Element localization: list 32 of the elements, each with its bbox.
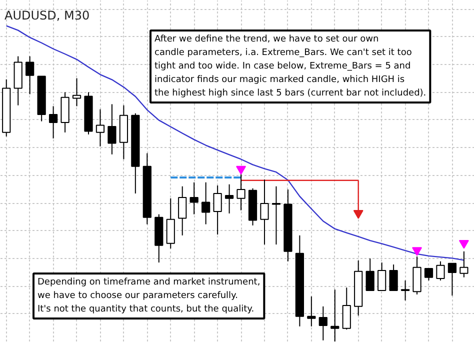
- candlestick: [260, 178, 269, 246]
- point: [236, 166, 246, 175]
- candlestick: [166, 198, 175, 250]
- candlestick: [378, 262, 386, 291]
- candlestick: [460, 250, 468, 278]
- candlestick: [272, 186, 281, 246]
- candlestick: [178, 186, 187, 236]
- candlestick: [318, 306, 328, 341]
- candlestick: [108, 104, 116, 155]
- annotation: Depending on timeframe and market instrument, we have to choose our parameters carefully. It's not the quantity that counts, but the quality.: [38, 278, 260, 314]
- candlestick: [342, 287, 351, 330]
- candlestick: [366, 258, 374, 291]
- candlestick: [26, 56, 34, 95]
- candlestick: [448, 262, 457, 296]
- point: [458, 240, 469, 249]
- candlestick: [389, 264, 398, 291]
- candlestick: [48, 106, 58, 139]
- candlestick: [190, 182, 198, 215]
- annotation: After we define the trend, we have to set our own candle parameters, i.a. Extreme_Bars. We can't set it too tight and too wide. In case below, Extreme_Bars = 5 and indicator finds our magic marked candle, which HIGH is the highest high since last 5 bars (current bar not included).: [154, 34, 426, 98]
- candlestick: [224, 184, 234, 214]
- candlestick: [330, 289, 340, 342]
- candlestick: [213, 184, 222, 236]
- chart-title: AUDUSD, M30: [4, 8, 90, 22]
- candlestick: [96, 108, 105, 147]
- candlestick: [424, 268, 434, 281]
- candlestick: [72, 78, 82, 107]
- candlestick: [307, 296, 316, 327]
- point: [353, 210, 364, 219]
- candlestick: [400, 280, 410, 301]
- candlestick: [436, 260, 445, 281]
- candlestick: [202, 182, 210, 225]
- point: [412, 247, 422, 256]
